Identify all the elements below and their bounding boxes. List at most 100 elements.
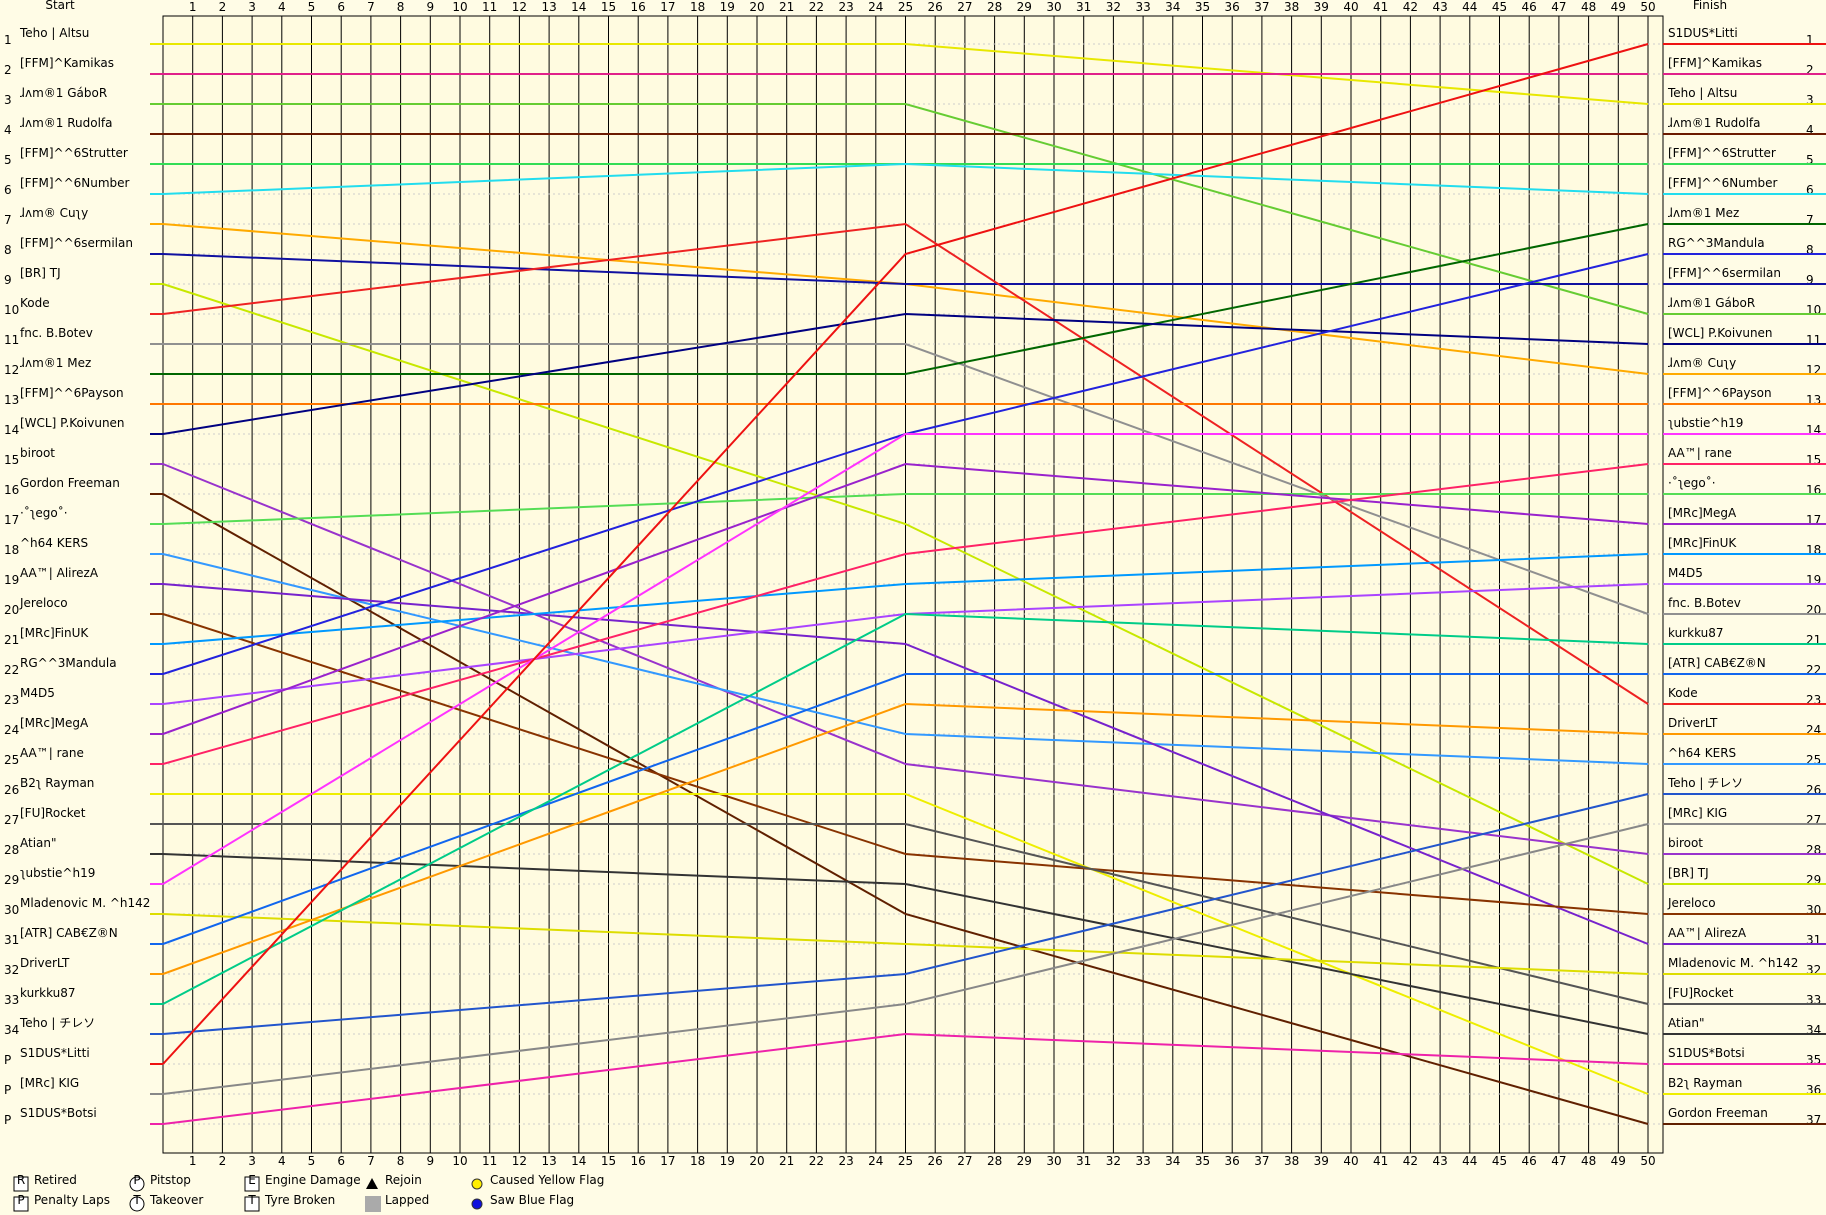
lap-label-bottom: 14 <box>571 1154 586 1168</box>
lap-label-bottom: 35 <box>1195 1154 1210 1168</box>
legend-label: Tyre Broken <box>264 1193 335 1207</box>
lap-label-bottom: 5 <box>308 1154 316 1168</box>
lap-label-top: 27 <box>957 0 972 14</box>
start-position: 1 <box>4 33 12 47</box>
start-name: Jereloco <box>19 596 68 610</box>
start-name: [FFM]^^6Strutter <box>20 146 128 160</box>
start-position: P <box>4 1113 11 1127</box>
lap-label-top: 22 <box>809 0 824 14</box>
finish-name: [FFM]^Kamikas <box>1668 56 1762 70</box>
legend-icon <box>129 1196 145 1212</box>
start-position: 17 <box>4 513 19 527</box>
lap-label-top: 45 <box>1492 0 1507 14</box>
lap-label-bottom: 36 <box>1225 1154 1240 1168</box>
legend-label: Rejoin <box>385 1173 422 1187</box>
legend-icon <box>244 1176 260 1192</box>
start-position: 24 <box>4 723 19 737</box>
lap-label-top: 13 <box>541 0 556 14</box>
driver-line <box>162 853 1649 1035</box>
lap-label-bottom: 11 <box>482 1154 497 1168</box>
start-name: [FFM]^Kamikas <box>20 56 114 70</box>
start-name: Teho | チレソ <box>19 1016 95 1030</box>
finish-position: 9 <box>1806 273 1814 287</box>
start-name: ·˚ʅego˚· <box>20 505 68 520</box>
finish-position: 4 <box>1806 123 1814 137</box>
lap-label-top: 28 <box>987 0 1002 14</box>
finish-name: AA™| rane <box>1668 446 1732 460</box>
lap-label-bottom: 38 <box>1284 1154 1299 1168</box>
finish-name: ɺᴧm®1 Rudolfa <box>1668 116 1760 130</box>
legend-label: Engine Damage <box>265 1173 361 1187</box>
start-name: [FFM]^^6sermilan <box>20 236 133 250</box>
lap-label-bottom: 9 <box>426 1154 434 1168</box>
finish-position: 3 <box>1806 93 1814 107</box>
lap-label-top: 2 <box>219 0 227 14</box>
start-position: 29 <box>4 873 19 887</box>
finish-name: S1DUS*Botsi <box>1668 1046 1745 1060</box>
start-name: Atian" <box>20 836 57 850</box>
lap-label-top: 41 <box>1373 0 1388 14</box>
lap-label-top: 8 <box>397 0 405 14</box>
driver-line <box>163 223 1649 375</box>
driver-line <box>162 433 1648 885</box>
lap-label-bottom: 25 <box>898 1154 913 1168</box>
lap-label-bottom: 18 <box>690 1154 705 1168</box>
start-name: AA™| AlirezA <box>20 566 99 580</box>
driver-line <box>162 283 1649 885</box>
lap-label-top: 32 <box>1106 0 1121 14</box>
legend-label: Saw Blue Flag <box>490 1193 574 1207</box>
start-name: DriverLT <box>20 956 70 970</box>
lap-label-top: 23 <box>838 0 853 14</box>
start-position: 25 <box>4 753 19 767</box>
lap-label-top: 31 <box>1076 0 1091 14</box>
finish-name: AA™| AlirezA <box>1668 926 1747 940</box>
lap-label-bottom: 30 <box>1046 1154 1061 1168</box>
finish-name: ɺᴧm®1 GáboR <box>1668 296 1755 310</box>
start-position: 11 <box>4 333 19 347</box>
start-name: kurkku87 <box>20 986 76 1000</box>
legend-icon <box>13 1196 29 1212</box>
driver-line <box>162 913 1649 975</box>
finish-position: 7 <box>1806 213 1814 227</box>
start-position: 14 <box>4 423 19 437</box>
finish-name: Kode <box>1668 686 1698 700</box>
lap-label-top: 11 <box>482 0 497 14</box>
driver-line <box>162 253 1648 285</box>
driver-line <box>162 312 1649 435</box>
start-position: 27 <box>4 813 19 827</box>
driver-line <box>162 463 1649 765</box>
driver-line <box>163 43 1649 105</box>
lap-label-bottom: 46 <box>1522 1154 1537 1168</box>
start-position: 33 <box>4 993 19 1007</box>
lap-label-top: 36 <box>1225 0 1240 14</box>
driver-line <box>162 463 1649 855</box>
driver-line <box>162 793 1649 1035</box>
start-name: ^h64 KERS <box>20 536 88 550</box>
lap-label-bottom: 39 <box>1314 1154 1329 1168</box>
start-position: 31 <box>4 933 19 947</box>
lap-label-top: 37 <box>1254 0 1269 14</box>
lap-label-bottom: 17 <box>660 1154 675 1168</box>
lap-label-bottom: 40 <box>1343 1154 1358 1168</box>
finish-name: DriverLT <box>1668 716 1718 730</box>
finish-name: [MRc]MegA <box>1668 506 1737 520</box>
lap-label-top: 49 <box>1611 0 1626 14</box>
legend-label: Takeover <box>149 1193 203 1207</box>
legend-icon <box>366 1178 378 1189</box>
start-name: ɺᴧm®1 Mez <box>20 356 91 370</box>
lap-label-bottom: 44 <box>1462 1154 1477 1168</box>
start-position: P <box>4 1083 11 1097</box>
start-name: ɺᴧm® Cuʅy <box>20 206 88 220</box>
start-name: ɺᴧm®1 Rudolfa <box>20 116 112 130</box>
lap-label-top: 24 <box>868 0 883 14</box>
legend-icon <box>471 1198 483 1210</box>
start-position: 26 <box>4 783 19 797</box>
lap-label-bottom: 15 <box>601 1154 616 1168</box>
start-position: 15 <box>4 453 19 467</box>
lap-label-bottom: 50 <box>1640 1154 1655 1168</box>
lap-label-bottom: 42 <box>1403 1154 1418 1168</box>
legend-label: Penalty Laps <box>34 1193 110 1207</box>
start-name: S1DUS*Botsi <box>20 1106 97 1120</box>
start-name: M4D5 <box>20 686 55 700</box>
finish-name: RG^^3Mandula <box>1668 236 1765 250</box>
